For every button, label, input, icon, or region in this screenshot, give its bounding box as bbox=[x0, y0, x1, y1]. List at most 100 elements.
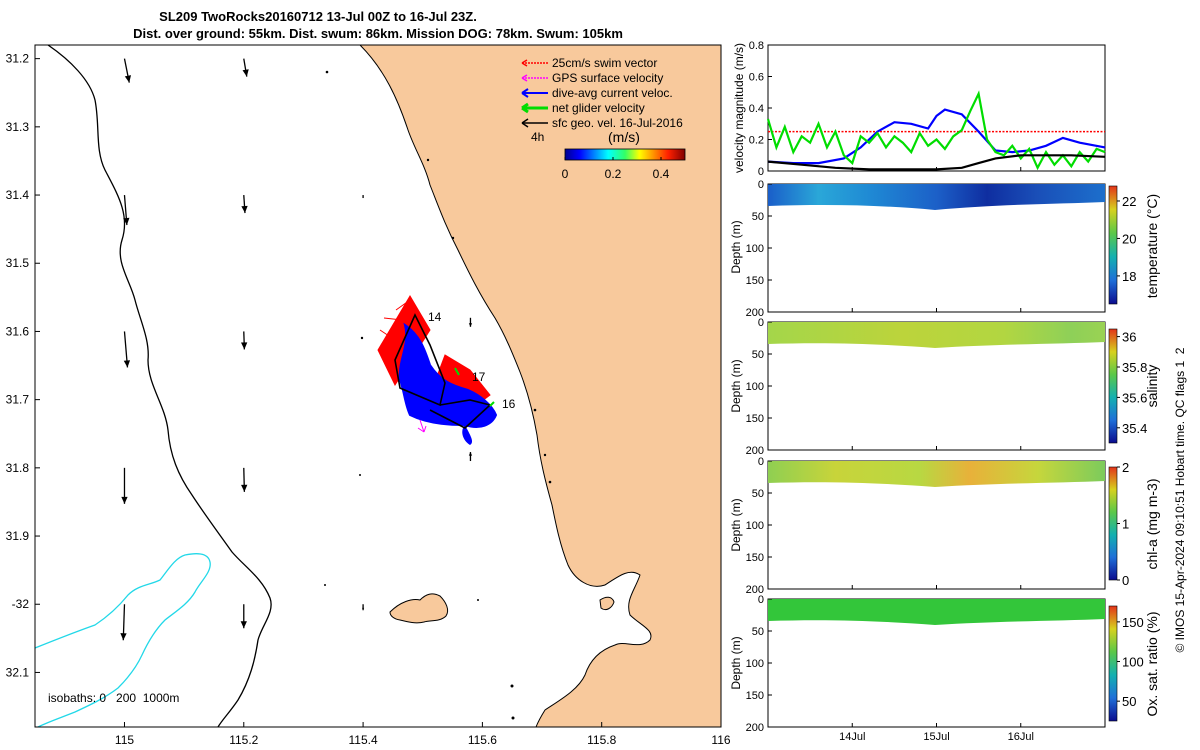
cbar-tick-label: 20 bbox=[1122, 231, 1136, 246]
velocity-ylabel: velocity magnitude (m/s) bbox=[732, 43, 746, 173]
isobath-200m bbox=[47, 45, 272, 727]
cbar-tick-label: 2 bbox=[1122, 460, 1129, 475]
velocity-series-line bbox=[767, 154, 1106, 171]
island-garden bbox=[599, 596, 615, 611]
speed-colorbar bbox=[564, 148, 686, 161]
temperature-cbar bbox=[1108, 185, 1118, 305]
legend-label-swim: 25cm/s swim vector bbox=[552, 56, 657, 70]
depth-tick-label: 100 bbox=[746, 243, 764, 255]
geo-arrow bbox=[241, 194, 248, 214]
velocity-y-tick-label: 0.2 bbox=[749, 135, 764, 147]
map-y-tick-label: 31.7 bbox=[6, 393, 30, 407]
map-y-tick-label: -32 bbox=[12, 597, 30, 611]
day-label-16: 16 bbox=[502, 397, 516, 411]
geostrophic-velocity-arrows bbox=[120, 58, 473, 641]
geo-arrow bbox=[468, 317, 473, 327]
figure-title-line-2: Dist. over ground: 55km. Dist. swum: 86k… bbox=[133, 26, 623, 41]
cbar-tick-label: 22 bbox=[1122, 194, 1136, 209]
depth-tick-label: 200 bbox=[746, 584, 764, 596]
figure-title-line-1: SL209 TwoRocks20160712 13-Jul 00Z to 16-… bbox=[159, 9, 477, 24]
map-y-tick-label: 31.6 bbox=[6, 324, 30, 338]
cbar-tick-label: 150 bbox=[1122, 615, 1144, 630]
depth-tick-label: 50 bbox=[752, 626, 764, 638]
depth-tick-label: 0 bbox=[758, 456, 764, 468]
map-y-tick-label: 31.4 bbox=[6, 188, 30, 202]
gps-surface-velocity bbox=[417, 419, 427, 433]
geo-arrow bbox=[241, 467, 248, 492]
cbar-tick-label: 35.4 bbox=[1122, 421, 1147, 436]
depth-tick-label: 50 bbox=[752, 488, 764, 500]
cbar-tick-label: 50 bbox=[1122, 694, 1136, 709]
depth-tick-label: 200 bbox=[746, 307, 764, 319]
cbar-tick-label: 35.6 bbox=[1122, 390, 1147, 405]
geo-arrow bbox=[123, 58, 131, 83]
isobath-1000m bbox=[35, 553, 211, 727]
cbar-tick-label: 1 bbox=[1122, 517, 1129, 532]
map-x-tick-label: 115.4 bbox=[349, 733, 378, 747]
temperature-band bbox=[768, 184, 1105, 210]
net-glider-velocity-marks bbox=[454, 367, 495, 407]
depth-tick-label: 100 bbox=[746, 658, 764, 670]
velocity-axes-box bbox=[767, 44, 1106, 172]
salinity-panel: salinity Depth (m) bbox=[729, 321, 1160, 451]
day-label-17: 17 bbox=[472, 370, 486, 384]
legend-label-net-glider: net glider velocity bbox=[552, 101, 645, 115]
depth-tick-label: 100 bbox=[746, 520, 764, 532]
velocity-y-tick-label: 0 bbox=[758, 166, 764, 178]
salinity-band bbox=[768, 322, 1105, 348]
temperature-ylabel: Depth (m) bbox=[729, 220, 743, 273]
time-tick-label: 14Jul bbox=[839, 731, 865, 743]
velocity-series bbox=[766, 90, 1106, 171]
depth-tick-label: 150 bbox=[746, 552, 764, 564]
map-y-tick-label: 31.5 bbox=[6, 256, 30, 270]
depth-tick-label: 200 bbox=[746, 445, 764, 457]
cbar-tick-label: 36 bbox=[1122, 330, 1136, 345]
map-y-tick-label: 31.3 bbox=[6, 120, 30, 134]
legend-label-gps: GPS surface velocity bbox=[552, 71, 663, 85]
coastal-rocks bbox=[324, 70, 552, 720]
map-x-tick-label: 115.8 bbox=[587, 733, 616, 747]
map-x-axis: 115 115.2 115.4 115.6 115.8 116 bbox=[115, 722, 731, 747]
velocity-y-axis: 0 0.2 0.4 0.6 0.8 bbox=[749, 40, 772, 178]
cbar-tick-label: 100 bbox=[1122, 655, 1144, 670]
chl-band bbox=[768, 461, 1105, 487]
velocity-y-tick-label: 0.6 bbox=[749, 72, 764, 84]
copyright-note: © IMOS 15-Apr-2024 09:10:51 Hobart time.… bbox=[1173, 347, 1187, 652]
map-y-tick-label: 31.8 bbox=[6, 461, 30, 475]
geo-arrow bbox=[240, 604, 247, 629]
temperature-cbar-label: temperature (°C) bbox=[1144, 194, 1160, 298]
geo-arrow bbox=[121, 467, 128, 504]
time-axis: 14Jul 15Jul 16Jul bbox=[839, 167, 1034, 743]
geo-arrow bbox=[362, 195, 364, 199]
map-x-tick-label: 116 bbox=[711, 733, 730, 747]
isobath-label: isobaths: 0 200 1000m bbox=[48, 691, 179, 705]
cbar-tick-label: 35.8 bbox=[1122, 360, 1147, 375]
depth-tick-label: 150 bbox=[746, 275, 764, 287]
cbar-tick-label: 18 bbox=[1122, 269, 1136, 284]
speed-colorbar-label: (m/s) bbox=[608, 129, 640, 145]
map-panel: 14 17 16 isobaths: 0 200 1000m 115 115.2 1… bbox=[6, 44, 731, 747]
oxygen-cbar-label: Ox. sat. ratio (%) bbox=[1144, 611, 1160, 716]
cbar-tick-label: 0 bbox=[1122, 573, 1129, 588]
velocity-y-tick-label: 0.4 bbox=[749, 103, 764, 115]
speed-cbar-tick-label: 0.4 bbox=[653, 167, 670, 181]
depth-tick-label: 50 bbox=[752, 349, 764, 361]
geo-arrow bbox=[362, 604, 365, 611]
map-y-tick-label: 32.1 bbox=[6, 665, 30, 679]
map-x-tick-label: 115 bbox=[115, 733, 134, 747]
legend-item-net-glider: net glider velocity bbox=[521, 101, 645, 115]
depth-tick-label: 150 bbox=[746, 690, 764, 702]
arrow-time-label: 4h bbox=[531, 130, 544, 144]
oxygen-band bbox=[768, 599, 1105, 625]
geo-arrow bbox=[468, 452, 473, 462]
section-axes-ticks: 05010015020018202205010015020035.435.635… bbox=[746, 179, 1148, 734]
map-y-axis: 31.2 31.3 31.4 31.5 31.6 31.7 31.8 31.9 -32 32.1 bbox=[6, 52, 40, 679]
depth-tick-label: 200 bbox=[746, 722, 764, 734]
depth-tick-label: 100 bbox=[746, 381, 764, 393]
salinity-ylabel: Depth (m) bbox=[729, 359, 743, 412]
legend-item-swim: 25cm/s swim vector bbox=[521, 56, 657, 70]
oxygen-ylabel: Depth (m) bbox=[729, 636, 743, 689]
map-y-tick-label: 31.2 bbox=[6, 52, 30, 66]
island-rottnest bbox=[389, 593, 449, 624]
